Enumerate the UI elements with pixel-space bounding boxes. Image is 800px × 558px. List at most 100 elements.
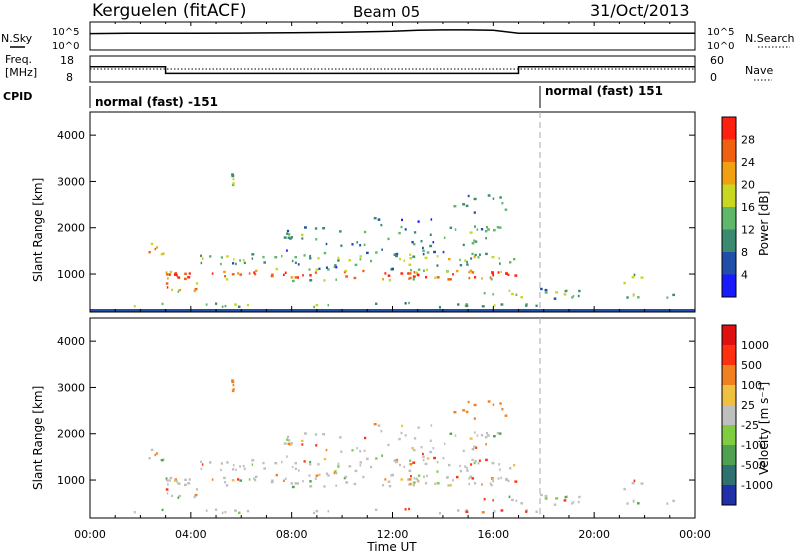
power-cell	[446, 270, 449, 273]
colorbar-tick-label: -1000	[741, 479, 773, 492]
power-cell	[351, 243, 354, 246]
colorbar-tick-label: 16	[741, 201, 755, 214]
velocity-cell	[231, 379, 234, 382]
velocity-cell	[382, 484, 384, 487]
velocity-ylabel: Slant Range [km]	[31, 386, 45, 490]
velocity-cell	[475, 446, 478, 449]
velocity-cell	[317, 463, 320, 466]
velocity-cell	[466, 469, 469, 472]
velocity-cell	[366, 457, 369, 461]
velocity-cell	[499, 402, 502, 405]
velocity-cell	[425, 482, 428, 485]
velocity-cell	[417, 474, 421, 477]
power-cell	[255, 269, 258, 272]
velocity-cell	[473, 403, 477, 407]
power-cell	[449, 278, 452, 281]
velocity-cell	[251, 459, 255, 462]
power-cell	[294, 276, 298, 279]
colorbar-swatch	[722, 207, 736, 230]
velocity-cell	[420, 446, 423, 449]
velocity-cell	[408, 469, 412, 472]
velocity-cell	[235, 468, 237, 472]
velocity-cell	[150, 448, 154, 452]
power-cell	[287, 236, 291, 239]
power-cell	[412, 278, 415, 281]
power-cell	[388, 279, 392, 282]
velocity-cell	[315, 474, 319, 477]
velocity-cell	[344, 475, 348, 479]
velocity-cell	[287, 439, 291, 442]
power-cell	[417, 220, 420, 223]
velocity-cell	[281, 460, 283, 464]
power-cell	[430, 218, 433, 221]
velocity-cell	[220, 468, 222, 472]
power-cell	[297, 263, 300, 266]
power-cell	[325, 266, 328, 269]
power-cell	[456, 269, 459, 273]
power-cell	[263, 261, 266, 264]
velocity-cell	[359, 461, 362, 464]
colorbar-tick-label: 12	[741, 224, 755, 237]
velocity-cell	[471, 477, 475, 480]
velocity-cell	[234, 509, 237, 512]
velocity-cell	[393, 459, 397, 462]
velocity-cell	[505, 478, 508, 481]
power-cell	[429, 244, 433, 248]
power-cell	[345, 275, 349, 278]
velocity-cell	[254, 479, 257, 482]
power-cell	[223, 270, 226, 274]
x-tick-label: 00:00	[679, 528, 711, 541]
power-cell	[487, 194, 491, 197]
power-cell	[623, 281, 626, 285]
power-cell	[481, 305, 485, 308]
freq-series	[90, 66, 695, 75]
velocity-cell	[513, 464, 516, 467]
velocity-cell	[377, 424, 381, 427]
velocity-cell	[325, 472, 328, 475]
velocity-cell	[553, 503, 557, 506]
power-cell	[492, 274, 495, 277]
velocity-cell	[286, 435, 290, 439]
power-cell	[473, 211, 476, 214]
colorbar-tick-label: -500	[741, 459, 766, 472]
power-cell	[209, 255, 212, 258]
power-cell	[294, 261, 297, 264]
power-cell	[631, 276, 635, 279]
velocity-cell	[362, 475, 365, 479]
velocity-cell	[294, 467, 297, 470]
velocity-cell	[572, 501, 575, 504]
velocity-cell	[274, 462, 278, 465]
power-cell	[474, 225, 476, 228]
velocity-cell	[544, 497, 548, 500]
power-cell	[544, 291, 548, 294]
power-cell	[283, 273, 285, 276]
velocity-cell	[345, 481, 349, 484]
power-cell	[493, 304, 496, 307]
power-cell	[565, 289, 568, 292]
velocity-cell	[486, 432, 488, 435]
power-cell	[375, 251, 378, 254]
power-cell	[432, 241, 435, 244]
freq-tick-top: 18	[60, 54, 74, 67]
power-cell	[377, 218, 381, 221]
velocity-cell	[294, 462, 297, 465]
velocity-cell	[178, 494, 182, 498]
velocity-cell	[422, 458, 425, 462]
velocity-cell	[485, 458, 488, 462]
velocity-cell	[413, 437, 417, 440]
velocity-cell	[478, 459, 481, 462]
power-cell	[572, 295, 575, 298]
power-cell	[564, 289, 567, 293]
velocity-cell	[493, 435, 496, 438]
velocity-cell	[354, 469, 358, 473]
power-cell	[409, 276, 412, 280]
colorbar-swatch	[722, 229, 736, 252]
velocity-cell	[473, 461, 476, 465]
y-tick-label: 2000	[57, 222, 85, 235]
power-cell	[499, 196, 502, 199]
velocity-cell	[166, 479, 169, 482]
velocity-cell	[578, 495, 581, 499]
x-tick-label: 00:00	[74, 528, 106, 541]
velocity-cell	[133, 511, 136, 514]
